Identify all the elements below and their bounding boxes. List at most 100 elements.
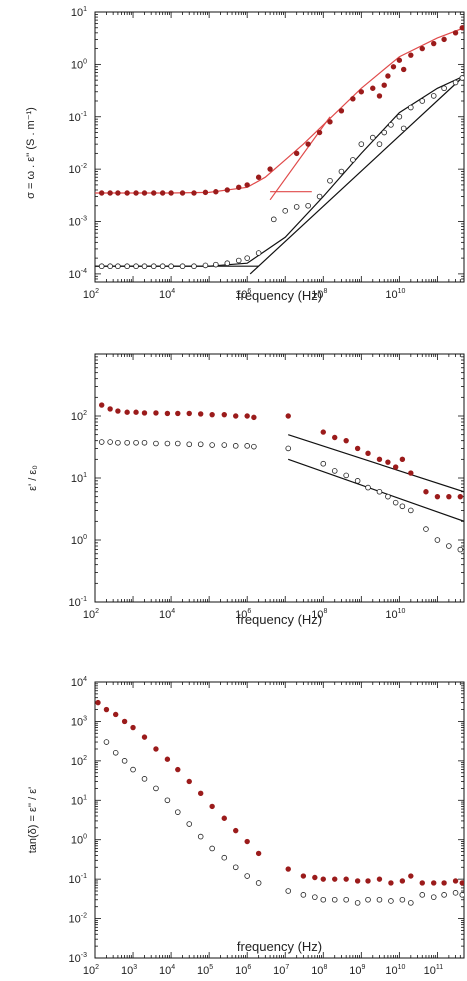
permittivity-point-filled (408, 470, 414, 476)
permittivity-point-open (124, 439, 130, 446)
conductivity-point-filled (267, 166, 273, 172)
conductivity-point-filled (385, 73, 391, 79)
permittivity-y-axis-title: ε' / ε₀ (27, 465, 39, 491)
permittivity-point-filled (320, 429, 326, 435)
permittivity-point-open (186, 441, 193, 448)
loss-tangent-x-tick-label: 1010 (385, 964, 405, 977)
conductivity-y-axis-title: σ = ω . ε'' (S . m⁻¹) (25, 107, 37, 199)
loss-tangent-point-filled (186, 778, 192, 785)
conductivity-point-open (381, 129, 388, 136)
conductivity-point-open (235, 257, 242, 264)
conductivity-point-open (98, 263, 105, 270)
conductivity-point-open (396, 113, 403, 120)
permittivity-point-open (354, 478, 361, 484)
conductivity-point-open (408, 104, 414, 111)
conductivity-point-open (115, 263, 121, 270)
loss-tangent-point-open (312, 894, 318, 900)
permittivity-point-open (251, 443, 257, 450)
permittivity-point-filled (434, 493, 441, 500)
conductivity-x-tick-label: 106 (235, 288, 251, 301)
loss-tangent-y-tick-label: 103 (71, 715, 87, 728)
conductivity-point-filled (151, 190, 157, 196)
conductivity-point-filled (98, 190, 105, 196)
loss-tangent-point-open (221, 854, 228, 861)
conductivity-point-open (350, 157, 356, 163)
conductivity-point-open (459, 75, 464, 81)
permittivity-point-open (164, 440, 171, 447)
permittivity-x-axis-title: frequency (Hz) (237, 612, 322, 627)
permittivity-point-filled (251, 414, 257, 421)
conductivity-x-tick-label: 104 (159, 288, 175, 301)
conductivity-y-tick-label: 100 (71, 58, 87, 71)
conductivity-point-filled (107, 190, 113, 196)
conductivity-point-filled (293, 150, 300, 157)
permittivity-point-filled (98, 402, 105, 408)
loss-tangent-x-tick-label: 105 (197, 964, 213, 977)
loss-tangent-point-filled (300, 873, 307, 879)
permittivity-point-filled (365, 450, 371, 457)
permittivity-point-open (385, 493, 391, 500)
loss-tangent-point-filled (354, 878, 361, 884)
conductivity-point-open (213, 261, 219, 268)
loss-tangent-point-filled (221, 815, 227, 821)
conductivity-point-filled (452, 30, 459, 36)
conductivity-point-open (159, 263, 166, 270)
conductivity-point-open (168, 263, 174, 270)
loss-tangent-point-open (197, 833, 204, 840)
permittivity-point-filled (354, 445, 361, 452)
conductivity-point-filled (133, 190, 139, 196)
permittivity-fit-line (288, 434, 464, 493)
permittivity-point-open (153, 440, 159, 447)
loss-tangent-x-tick-label: 106 (235, 964, 251, 977)
conductivity-point-open (369, 134, 376, 141)
conductivity-point-filled (381, 82, 387, 88)
conductivity-point-filled (255, 174, 262, 180)
loss-tangent-point-filled (103, 706, 110, 713)
loss-tangent-y-tick-label: 10-1 (69, 873, 88, 886)
loss-tangent-point-filled (121, 718, 128, 725)
conductivity-point-open (124, 263, 130, 270)
permittivity-point-filled (115, 408, 121, 414)
permittivity-point-filled (197, 411, 204, 417)
permittivity-point-open (399, 503, 406, 510)
conductivity-point-filled (350, 96, 356, 102)
loss-tangent-point-open (209, 845, 215, 852)
loss-tangent-point-open (441, 892, 447, 898)
conductivity-y-tick-label: 10-2 (69, 163, 88, 176)
conductivity-x-axis-title: frequency (Hz) (237, 288, 322, 303)
conductivity-fit-line (269, 116, 331, 201)
permittivity-point-filled (332, 434, 338, 441)
permittivity-point-open (408, 507, 414, 514)
permittivity-point-open (376, 488, 383, 495)
loss-tangent-point-filled (408, 873, 414, 879)
permittivity-point-open (320, 460, 327, 467)
permittivity-point-open (392, 499, 399, 506)
loss-tangent-point-open (331, 896, 338, 903)
permittivity-point-filled (244, 413, 250, 419)
permittivity-point-open (115, 439, 121, 446)
loss-tangent-point-open (452, 890, 459, 896)
loss-tangent-plot-area (95, 699, 464, 906)
conductivity-point-filled (419, 45, 425, 52)
permittivity-point-open (232, 443, 239, 449)
loss-tangent-point-filled (130, 724, 136, 731)
loss-tangent-point-open (164, 797, 171, 804)
loss-tangent-point-filled (431, 880, 437, 886)
permittivity-point-open (133, 439, 139, 446)
permittivity-point-filled (175, 410, 181, 417)
conductivity-point-open (419, 98, 426, 104)
loss-tangent-point-filled (153, 746, 159, 752)
loss-tangent-point-filled (343, 876, 349, 882)
conductivity-point-open (293, 204, 300, 210)
loss-tangent-x-tick-label: 108 (311, 964, 327, 977)
loss-tangent-point-filled (233, 827, 239, 834)
permittivity-point-open (434, 537, 441, 543)
permittivity-point-filled (221, 411, 227, 418)
conductivity-point-open (150, 263, 157, 270)
permittivity-point-filled (392, 464, 399, 470)
loss-tangent-point-filled (197, 790, 204, 797)
conductivity-point-open (327, 177, 333, 184)
loss-tangent-point-filled (255, 850, 262, 857)
permittivity-y-tick-label: 102 (71, 410, 87, 423)
loss-tangent-point-open (153, 785, 159, 792)
